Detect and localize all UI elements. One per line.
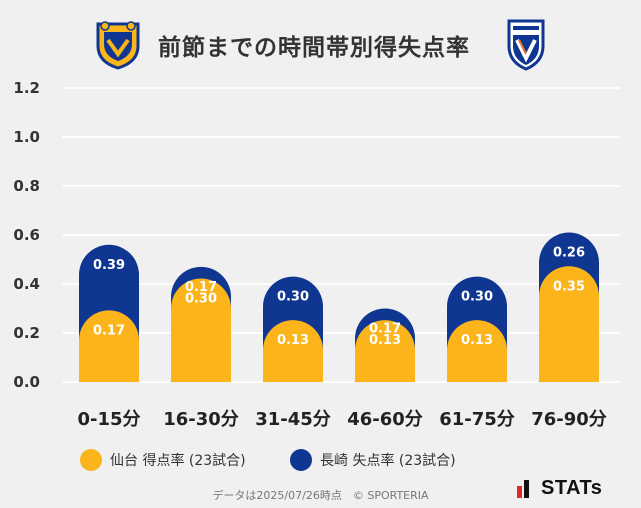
page-title: 前節までの時間帯別得失点率: [158, 35, 470, 61]
legend-label-sendai: 仙台 得点率 (23試合): [110, 453, 246, 469]
y-tick-label: 0.6: [13, 226, 40, 244]
bar-base-mask: [262, 382, 324, 414]
data-label-sendai: 0.13: [461, 333, 493, 348]
bar-base-mask: [446, 382, 508, 414]
y-tick-label: 0.4: [13, 275, 40, 293]
vegalta-sendai-crest-icon: [96, 21, 140, 70]
bar-base-mask: [170, 382, 232, 414]
data-label-sendai: 0.13: [369, 333, 401, 348]
y-tick-label: 1.0: [13, 128, 40, 146]
y-tick-label: 0.0: [13, 373, 40, 391]
data-label-sendai: 0.17: [93, 323, 125, 338]
y-tick-label: 0.2: [13, 324, 40, 342]
x-tick-label: 31-45分: [255, 409, 331, 430]
stats-bars-icon: [517, 479, 529, 498]
legend-label-nagasaki: 長崎 失点率 (23試合): [320, 453, 456, 469]
data-label-nagasaki: 0.26: [553, 246, 585, 261]
data-label-nagasaki: 0.30: [277, 290, 309, 305]
bar-sendai: [171, 278, 231, 412]
x-tick-label: 61-75分: [439, 409, 515, 430]
x-tick-label: 16-30分: [163, 409, 239, 430]
legend-item-sendai: 仙台 得点率 (23試合): [80, 449, 246, 471]
bar-base-mask: [354, 382, 416, 414]
data-label-nagasaki: 0.30: [461, 290, 493, 305]
title-row: 前節までの時間帯別得失点率: [0, 14, 641, 71]
v-varen-nagasaki-crest-icon: [507, 19, 545, 71]
data-label-sendai: 0.35: [553, 279, 585, 294]
data-label-nagasaki: 0.17: [369, 322, 401, 337]
legend-swatch-nagasaki: [290, 449, 312, 471]
legend-swatch-sendai: [80, 449, 102, 471]
data-source-note: データは2025/07/26時点 © SPORTERIA: [212, 489, 429, 502]
x-tick-label: 0-15分: [77, 409, 140, 430]
brand-logo: STATs: [517, 477, 602, 499]
legend-item-nagasaki: 長崎 失点率 (23試合): [290, 449, 456, 471]
bar-base-mask: [538, 382, 600, 414]
x-tick-label: 76-90分: [531, 409, 607, 430]
data-label-sendai: 0.30: [185, 292, 217, 307]
brand-name: STATs: [541, 477, 603, 500]
bar-sendai: [539, 266, 599, 412]
data-label-nagasaki: 0.39: [93, 258, 125, 273]
bar-base-mask: [78, 382, 140, 414]
x-tick-label: 46-60分: [347, 409, 423, 430]
y-tick-label: 1.2: [13, 79, 40, 97]
data-label-sendai: 0.13: [277, 333, 309, 348]
bar-chart: 0.00.20.40.60.81.01.20.390.170-15分0.170.…: [13, 79, 620, 430]
y-tick-label: 0.8: [13, 177, 40, 195]
data-label-nagasaki: 0.17: [185, 280, 217, 295]
